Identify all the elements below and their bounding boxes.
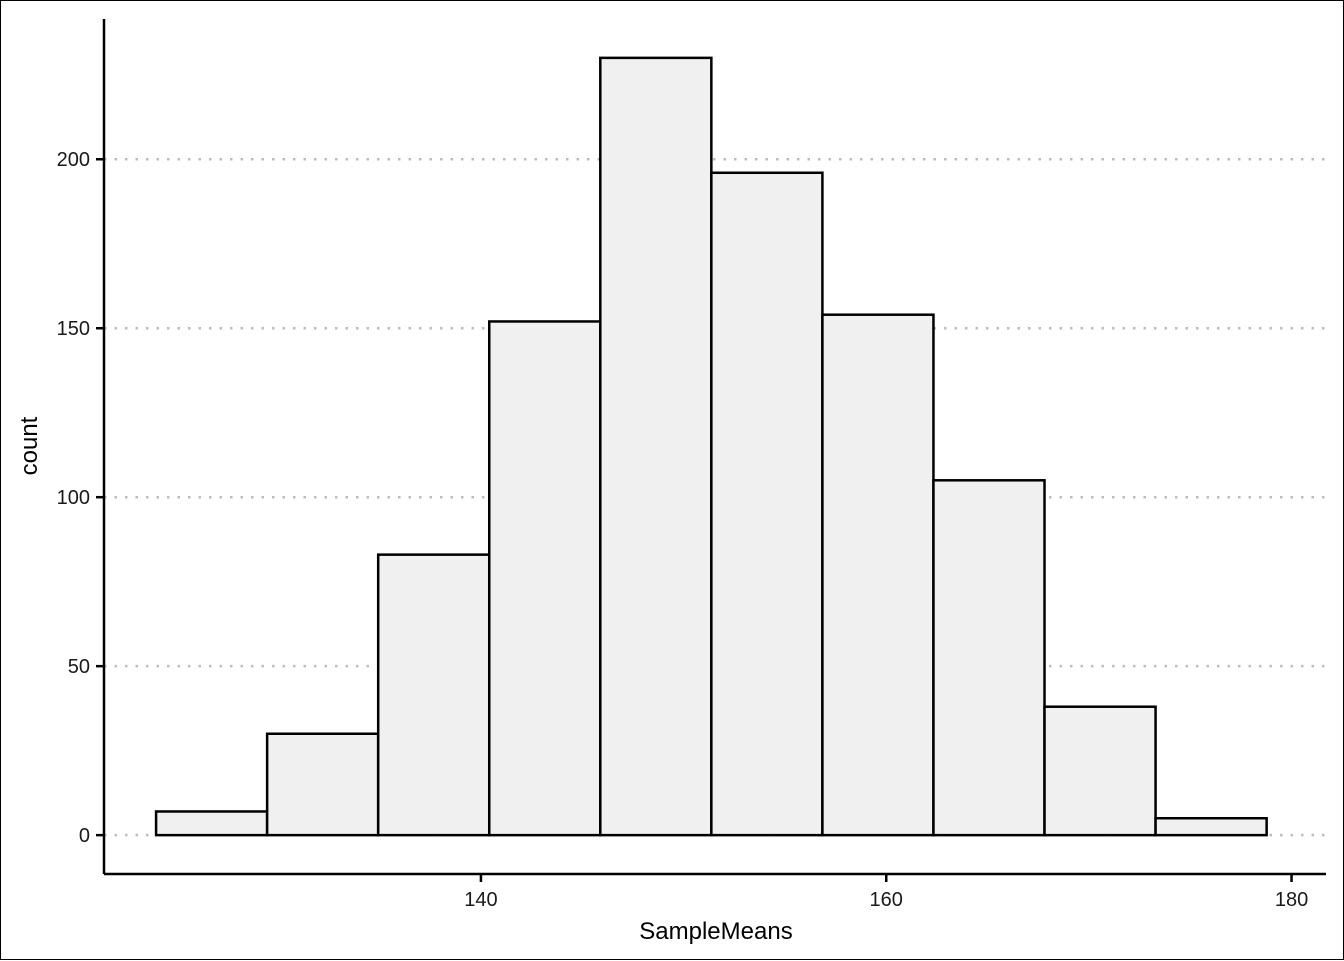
- x-tick-label-140: 140: [464, 889, 497, 911]
- bar-7: [821, 313, 935, 837]
- y-axis-title: count: [16, 416, 43, 475]
- bars: [154, 56, 1268, 837]
- x-tick-label-160: 160: [870, 889, 903, 911]
- y-tick-label-0: 0: [79, 825, 90, 847]
- y-tick-label-200: 200: [57, 149, 90, 171]
- bar-8: [932, 479, 1046, 837]
- y-tick-label-50: 50: [68, 656, 90, 678]
- y-tick-label-100: 100: [57, 487, 90, 509]
- bar-3: [376, 553, 491, 837]
- ticks: 0 50 100 150 200 140 160 180: [57, 149, 1309, 911]
- bar-1: [154, 810, 269, 837]
- bar-5: [599, 56, 713, 837]
- bar-6: [710, 171, 824, 837]
- x-tick-label-180: 180: [1275, 889, 1308, 911]
- bar-4: [487, 320, 602, 837]
- bar-2: [265, 732, 380, 837]
- x-axis-title: SampleMeans: [639, 918, 792, 945]
- y-tick-label-150: 150: [57, 318, 90, 340]
- bar-9: [1043, 705, 1157, 837]
- bar-10: [1154, 816, 1268, 837]
- axes: [102, 19, 1326, 876]
